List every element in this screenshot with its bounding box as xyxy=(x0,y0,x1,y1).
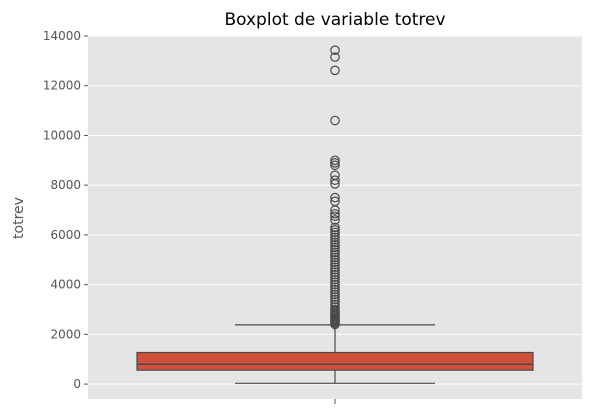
y-tick-label: 12000 xyxy=(43,79,81,93)
y-axis-label: totrev xyxy=(11,197,27,239)
y-tick-label: 6000 xyxy=(50,228,81,242)
box-iqr xyxy=(137,353,533,371)
y-axis: 0 2000 4000 6000 8000 10000 12000 14000 xyxy=(43,29,88,391)
chart-title: Boxplot de variable totrev xyxy=(224,10,445,30)
y-tick-label: 0 xyxy=(73,377,81,391)
y-tick-label: 10000 xyxy=(43,128,81,142)
y-tick-label: 8000 xyxy=(50,178,81,192)
y-tick-label: 2000 xyxy=(50,327,81,341)
y-tick-label: 14000 xyxy=(43,29,81,43)
y-tick-label: 4000 xyxy=(50,278,81,292)
